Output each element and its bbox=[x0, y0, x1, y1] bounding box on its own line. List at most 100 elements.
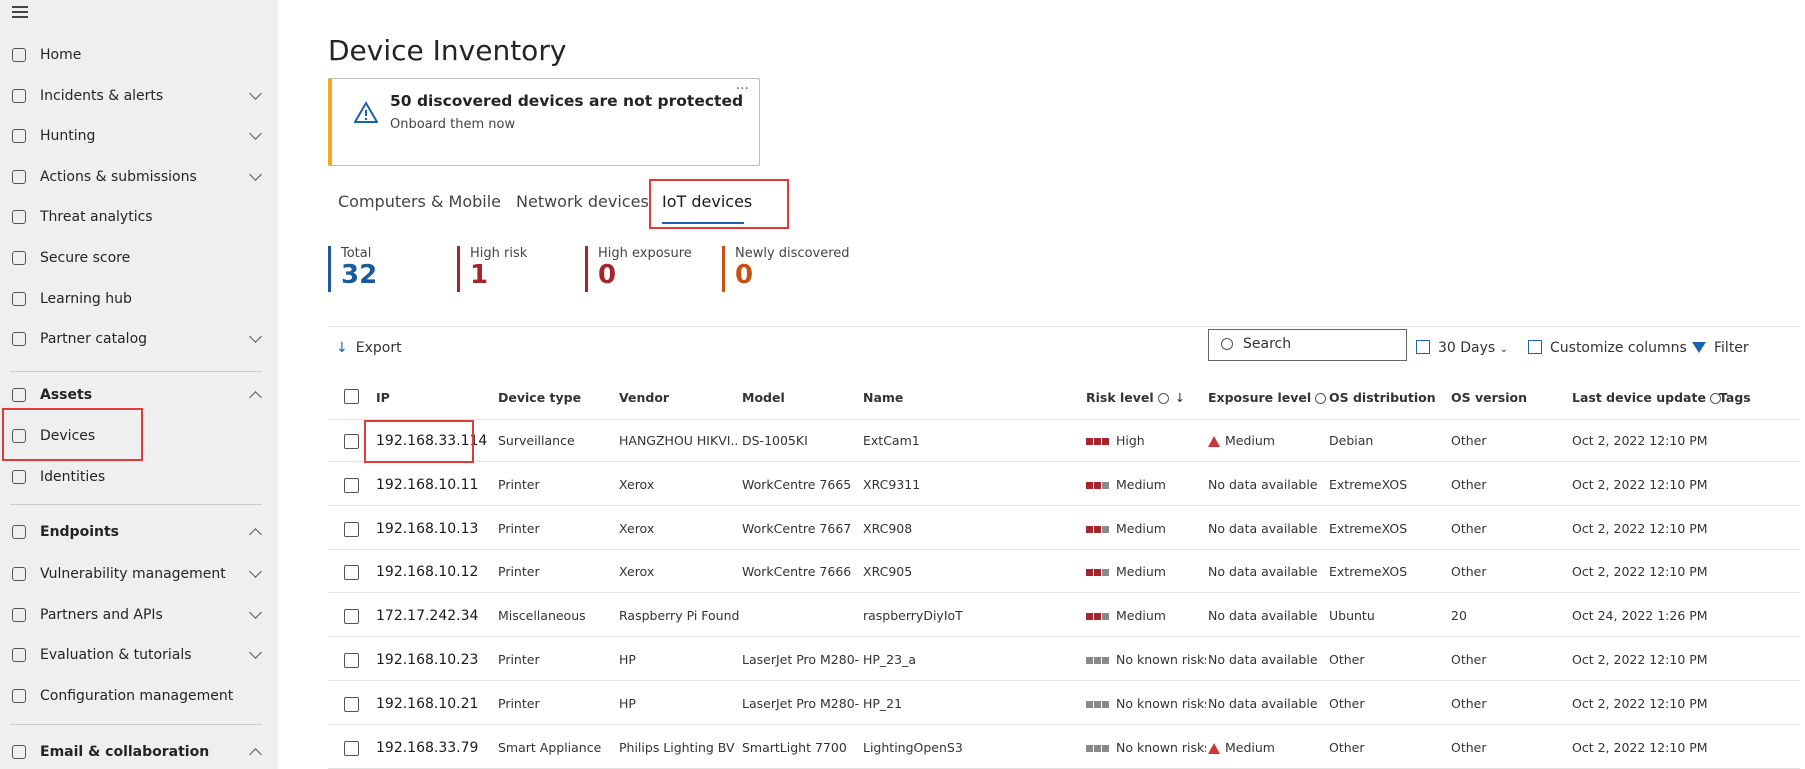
search-box[interactable]: Search bbox=[1208, 329, 1407, 361]
cell-text: Medium bbox=[1225, 433, 1275, 448]
nav-item[interactable]: Actions & submissions bbox=[0, 158, 278, 196]
cell: No data available bbox=[1208, 652, 1328, 667]
column-header[interactable]: IP bbox=[376, 390, 390, 405]
column-header[interactable]: Device type bbox=[498, 390, 581, 405]
risk-square bbox=[1086, 657, 1093, 664]
column-header[interactable]: Risk level ↓ bbox=[1086, 390, 1185, 405]
row-checkbox[interactable] bbox=[344, 477, 359, 493]
nav-label: Actions & submissions bbox=[40, 168, 197, 185]
select-all-checkbox[interactable] bbox=[344, 389, 359, 404]
nav-label: Configuration management bbox=[40, 687, 234, 704]
ip-link[interactable]: 172.17.242.34 bbox=[376, 608, 494, 624]
nav-item[interactable]: Home bbox=[0, 36, 278, 74]
cell: Oct 2, 2022 12:10 PM bbox=[1572, 740, 1717, 755]
more-button[interactable]: ··· bbox=[735, 81, 749, 97]
nav-section[interactable]: Assets bbox=[0, 376, 278, 414]
date-range[interactable]: 30 Days ⌄ bbox=[1416, 340, 1508, 356]
banner-subtitle[interactable]: Onboard them now bbox=[390, 117, 516, 132]
cell: Debian bbox=[1329, 433, 1449, 448]
nav-label: Identities bbox=[40, 468, 106, 485]
cell: Other bbox=[1451, 652, 1569, 667]
column-header[interactable]: Model bbox=[742, 390, 785, 405]
ip-link[interactable]: 192.168.33.79 bbox=[376, 740, 494, 756]
cell-text: LaserJet Pro M280-... bbox=[742, 695, 860, 711]
row-checkbox[interactable] bbox=[344, 521, 359, 537]
nav-icon bbox=[12, 169, 26, 184]
nav-item[interactable]: Hunting bbox=[0, 117, 278, 155]
row-line bbox=[328, 767, 1800, 769]
row-line bbox=[328, 680, 1800, 681]
cell: High bbox=[1086, 433, 1206, 448]
column-header[interactable]: Name bbox=[863, 390, 903, 405]
column-header[interactable]: Exposure level bbox=[1208, 390, 1327, 405]
cell: No data available bbox=[1208, 696, 1328, 711]
filter-button[interactable]: Filter bbox=[1692, 340, 1749, 356]
menu-button[interactable] bbox=[12, 6, 28, 18]
column-header[interactable]: Tags bbox=[1719, 390, 1751, 405]
cell-text: No data available bbox=[1208, 608, 1318, 624]
tab[interactable]: Network devices bbox=[516, 192, 649, 211]
customize-columns[interactable]: Customize columns bbox=[1528, 340, 1687, 356]
nav-item[interactable]: Learning hub bbox=[0, 280, 278, 318]
row-checkbox[interactable] bbox=[344, 609, 359, 625]
nav-icon bbox=[12, 607, 26, 622]
cell-text: No known risks bbox=[1116, 739, 1206, 755]
nav-icon bbox=[12, 688, 26, 703]
row-checkbox[interactable] bbox=[344, 434, 359, 449]
row-checkbox[interactable] bbox=[344, 653, 359, 668]
ip-link[interactable]: 192.168.10.12 bbox=[376, 564, 494, 580]
ip-link[interactable]: 192.168.33.114 bbox=[376, 433, 494, 449]
nav-section[interactable]: Email & collaboration bbox=[0, 733, 278, 769]
cell-text: ExtremeXOS bbox=[1329, 520, 1408, 536]
cell-text: 20 bbox=[1451, 608, 1467, 624]
cell: LaserJet Pro M280-... bbox=[742, 696, 860, 711]
cell-text: Oct 24, 2022 1:26 PM bbox=[1572, 608, 1708, 624]
stat: High risk 1 bbox=[457, 246, 527, 292]
nav-item[interactable]: Partners and APIs bbox=[0, 596, 278, 634]
ip-link[interactable]: 192.168.10.21 bbox=[376, 696, 494, 712]
nav-item[interactable]: Identities bbox=[0, 458, 278, 496]
tab[interactable]: IoT devices bbox=[662, 192, 753, 211]
nav-item[interactable]: Partner catalog bbox=[0, 320, 278, 358]
nav-item[interactable]: Evaluation & tutorials bbox=[0, 636, 278, 674]
nav-section[interactable]: Endpoints bbox=[0, 513, 278, 551]
ip-link[interactable]: 192.168.10.23 bbox=[376, 652, 494, 668]
cell-text: 172.17.242.34 bbox=[376, 608, 479, 625]
nav-label: Secure score bbox=[40, 250, 131, 266]
cell: HP_23_a bbox=[863, 652, 1083, 667]
row-checkbox[interactable] bbox=[344, 740, 359, 756]
column-header[interactable]: Vendor bbox=[619, 390, 669, 405]
cell: raspberryDiyIoT bbox=[863, 608, 1083, 623]
info-icon bbox=[1315, 393, 1327, 404]
cell-text: No data available bbox=[1208, 695, 1318, 711]
cell: SmartLight 7700 bbox=[742, 740, 860, 755]
ip-link[interactable]: 192.168.10.11 bbox=[376, 477, 494, 493]
chevron bbox=[249, 127, 262, 141]
column-header[interactable]: OS distribution bbox=[1329, 390, 1436, 405]
tab[interactable]: Computers & Mobile bbox=[338, 192, 502, 211]
cell: LightingOpenS3 bbox=[863, 740, 1083, 755]
column-header[interactable]: Last device update bbox=[1572, 390, 1721, 405]
risk-square bbox=[1094, 569, 1101, 577]
column-header[interactable]: OS version bbox=[1451, 390, 1527, 405]
cell-text: Oct 2, 2022 12:10 PM bbox=[1572, 476, 1708, 492]
nav-item[interactable]: Threat analytics bbox=[0, 198, 278, 236]
row-checkbox[interactable] bbox=[344, 696, 359, 712]
nav-item[interactable]: Vulnerability management bbox=[0, 555, 278, 593]
cell: No known risks bbox=[1086, 652, 1206, 667]
nav-item[interactable]: Devices bbox=[0, 417, 278, 455]
cell: No data available bbox=[1208, 564, 1328, 579]
cell-text: Oct 2, 2022 12:10 PM bbox=[1572, 652, 1708, 667]
nav-label: Email & collaboration bbox=[40, 744, 210, 760]
row-checkbox[interactable] bbox=[344, 565, 359, 581]
export-button[interactable]: ↓ Export bbox=[336, 340, 402, 356]
nav-label: Threat analytics bbox=[40, 209, 153, 226]
nav-item[interactable]: Configuration management bbox=[0, 677, 278, 715]
highlight-box bbox=[2, 408, 143, 461]
ip-link[interactable]: 192.168.10.13 bbox=[376, 521, 494, 537]
risk-square bbox=[1102, 438, 1109, 445]
nav-item[interactable]: Incidents & alerts bbox=[0, 77, 278, 115]
nav-item[interactable]: Secure score bbox=[0, 239, 278, 277]
chevron bbox=[249, 330, 262, 344]
